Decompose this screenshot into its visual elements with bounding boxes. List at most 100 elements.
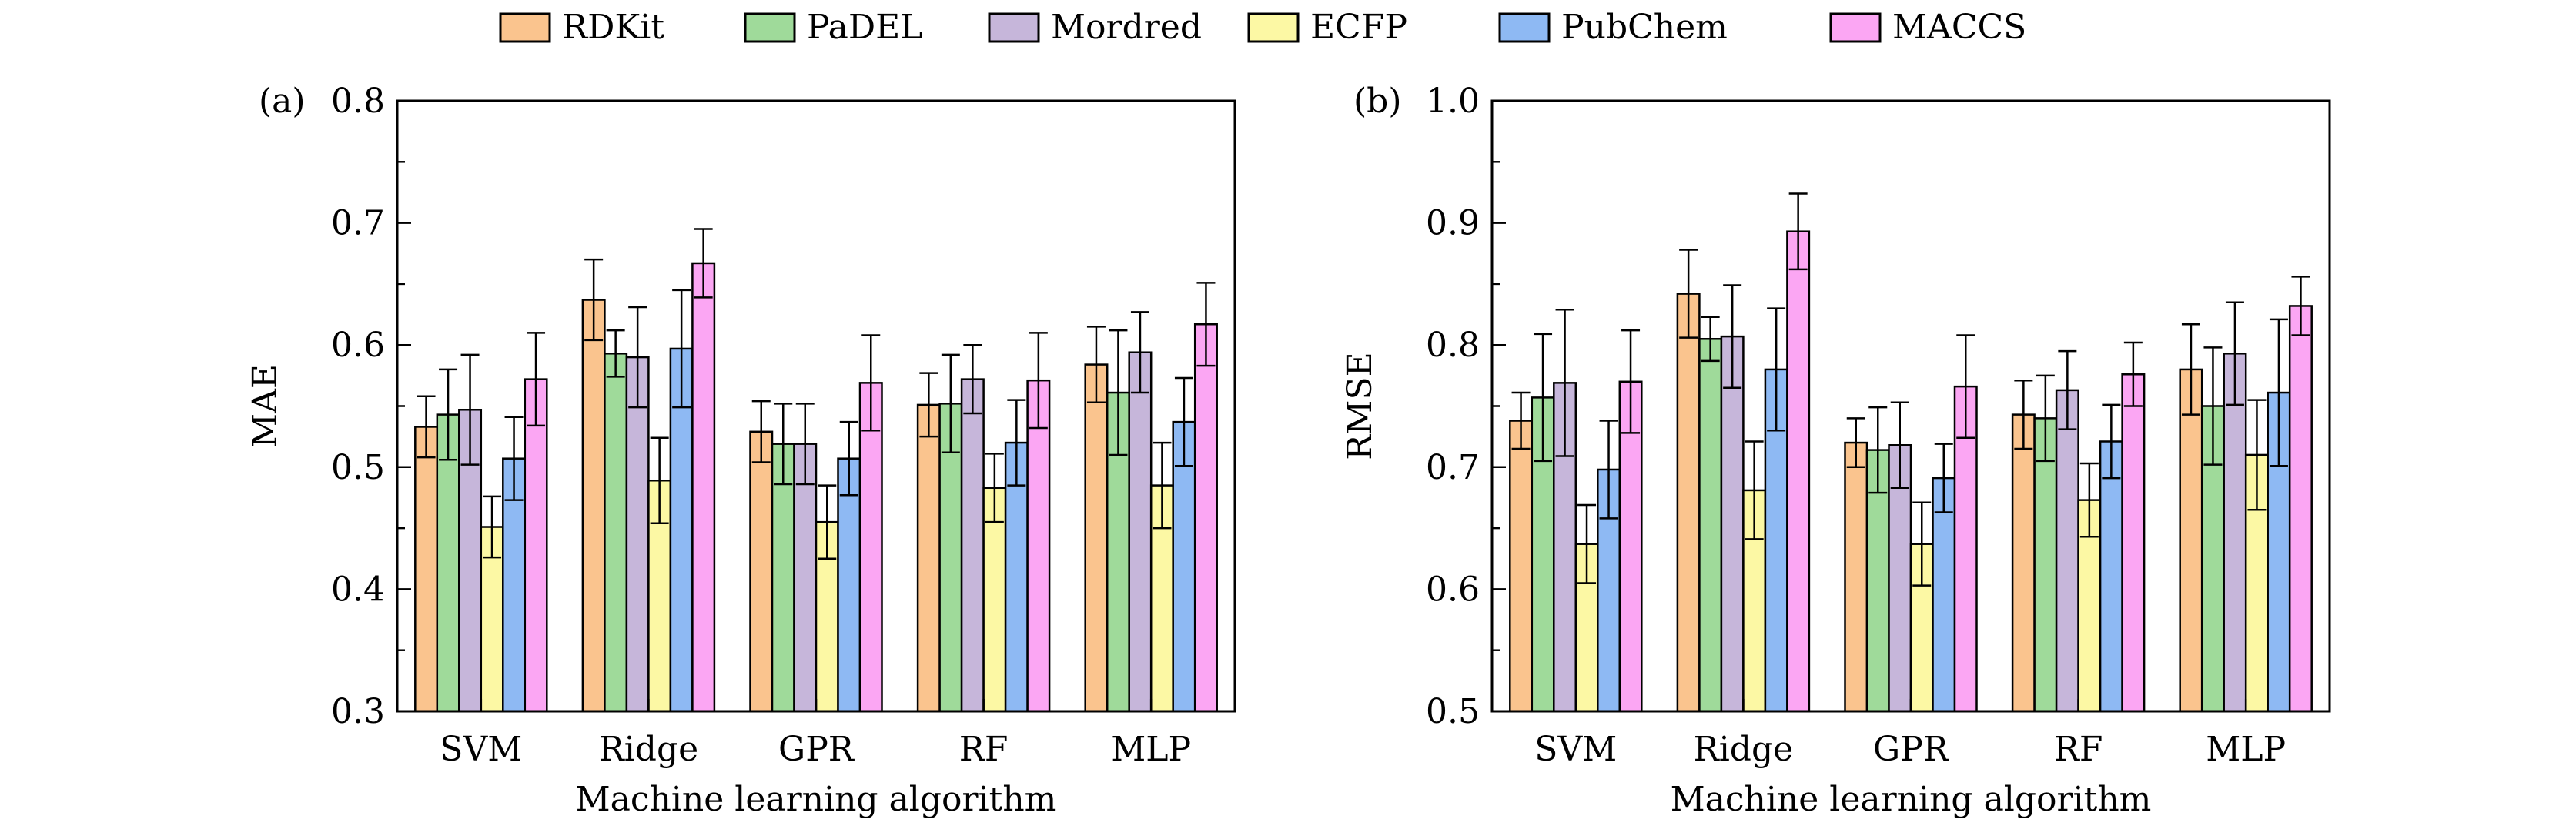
error-bar-ridge-maccs <box>694 228 713 299</box>
bar-ridge-rdkit <box>581 299 606 713</box>
error-bar-gpr-padel <box>774 403 793 486</box>
legend-swatch-ecfp <box>1247 12 1300 43</box>
x-axis-title: Machine learning algorithm <box>1671 780 2152 819</box>
x-axis-title: Machine learning algorithm <box>576 780 1057 819</box>
error-bar-svm-padel <box>439 368 458 461</box>
error-bar-mlp-ecfp <box>2247 399 2267 511</box>
y-tick-label-1-0: 1.0 <box>1426 82 1480 121</box>
error-bar-mlp-rdkit <box>2181 323 2200 416</box>
error-bar-gpr-mordred <box>1890 401 1909 490</box>
error-bar-ridge-mordred <box>1723 284 1742 389</box>
panel-b: SVM Ridge GPR RF MLP 0.5 0.6 0.7 0.8 0.9 1.0 (b) Mac… <box>1340 82 2331 819</box>
error-bar-rf-padel <box>2036 374 2055 463</box>
y-tick-label-0-5: 0.5 <box>1426 692 1480 731</box>
x-tick-label-gpr: GPR <box>778 730 855 769</box>
error-bar-gpr-ecfp <box>1912 501 1932 587</box>
panel-label: (b) <box>1353 82 1402 121</box>
bar-mlp-rdkit <box>2179 368 2203 713</box>
legend-swatch-rdkit <box>499 12 551 43</box>
error-bar-rf-padel <box>941 353 960 454</box>
error-bar-rf-maccs <box>1029 332 1048 430</box>
bar-ridge-maccs <box>1786 230 1811 713</box>
bar-mlp-mordred <box>1128 351 1153 713</box>
error-bar-svm-maccs <box>1621 329 1641 434</box>
y-tick-label-0-4: 0.4 <box>331 570 385 609</box>
bar-ridge-maccs <box>691 262 716 713</box>
x-tick-label-rf: RF <box>2054 730 2103 769</box>
bar-svm-rdkit <box>414 426 439 713</box>
error-bar-mlp-pubchem <box>1174 376 1193 467</box>
plot-frame <box>1490 99 2331 713</box>
legend-label-pubchem: PubChem <box>1561 8 1728 47</box>
y-tick-label-0-9: 0.9 <box>1426 204 1480 243</box>
error-bar-svm-padel <box>1534 333 1553 463</box>
bar-ridge-mordred <box>1720 335 1745 713</box>
legend-label-mordred: Mordred <box>1051 8 1202 47</box>
bar-rf-maccs <box>2121 373 2146 713</box>
legend-swatch-padel <box>744 12 796 43</box>
bar-rf-padel <box>2033 417 2058 713</box>
bar-gpr-mordred <box>1888 444 1912 713</box>
error-bar-gpr-maccs <box>861 334 881 432</box>
bar-svm-maccs <box>1618 380 1643 713</box>
bar-gpr-rdkit <box>749 430 774 713</box>
error-bar-ridge-rdkit <box>584 258 604 342</box>
bar-rf-mordred <box>2055 389 2079 713</box>
error-bar-svm-rdkit <box>417 395 436 459</box>
error-bar-mlp-ecfp <box>1153 441 1172 530</box>
y-tick-label-0-3: 0.3 <box>331 692 385 731</box>
bar-svm-padel <box>436 413 460 713</box>
error-bar-rf-pubchem <box>1007 399 1026 487</box>
error-bar-mlp-padel <box>2203 346 2223 466</box>
error-bar-mlp-maccs <box>1196 282 1216 367</box>
bar-gpr-pubchem <box>837 457 861 713</box>
error-bar-gpr-rdkit <box>751 400 771 463</box>
error-bar-ridge-ecfp <box>650 436 669 525</box>
legend-swatch-pubchem <box>1498 12 1551 43</box>
bar-ridge-padel <box>604 353 628 713</box>
bar-svm-rdkit <box>1509 420 1534 713</box>
bar-gpr-rdkit <box>1844 441 1868 713</box>
y-tick-label-0-8: 0.8 <box>331 82 385 121</box>
legend-swatch-mordred <box>988 12 1040 43</box>
error-bar-gpr-ecfp <box>818 484 837 560</box>
error-bar-svm-ecfp <box>483 495 502 559</box>
error-bar-mlp-pubchem <box>2269 318 2288 467</box>
error-bar-mlp-maccs <box>2291 276 2310 336</box>
y-tick-label-0-7: 0.7 <box>331 204 385 243</box>
error-bar-ridge-pubchem <box>1767 307 1786 432</box>
bar-rf-rdkit <box>2011 413 2036 713</box>
y-tick-label-0-7: 0.7 <box>1426 448 1480 487</box>
legend-swatch-maccs <box>1829 12 1882 43</box>
error-bar-rf-mordred <box>2058 349 2077 430</box>
bar-rf-rdkit <box>916 403 941 713</box>
error-bar-svm-pubchem <box>504 416 524 501</box>
error-bar-ridge-rdkit <box>1679 249 1698 339</box>
x-tick-label-mlp: MLP <box>2206 730 2286 769</box>
error-bar-svm-pubchem <box>1599 420 1618 520</box>
x-tick-label-rf: RF <box>959 730 1009 769</box>
error-bar-svm-maccs <box>527 332 546 427</box>
bar-mlp-maccs <box>2288 305 2313 713</box>
error-bar-gpr-rdkit <box>1846 417 1865 469</box>
y-tick-label-0-5: 0.5 <box>331 448 385 487</box>
y-tick-label-0-6: 0.6 <box>331 326 385 365</box>
error-bar-mlp-mordred <box>1130 311 1149 394</box>
y-axis-title: RMSE <box>1340 352 1380 460</box>
y-axis-title: MAE <box>246 364 285 448</box>
error-bar-svm-rdkit <box>1511 391 1531 450</box>
x-tick-label-gpr: GPR <box>1873 730 1950 769</box>
legend-label-padel: PaDEL <box>807 8 922 47</box>
error-bar-ridge-ecfp <box>1745 440 1764 540</box>
panel-a: SVM Ridge GPR RF MLP 0.3 0.4 0.5 0.6 0.7 0.8 (a) Mac… <box>246 82 1236 819</box>
bar-svm-maccs <box>524 378 548 713</box>
error-bar-rf-ecfp <box>985 453 1004 523</box>
error-bar-ridge-padel <box>606 329 625 378</box>
x-tick-label-mlp: MLP <box>1111 730 1191 769</box>
x-tick-label-ridge: Ridge <box>599 730 699 769</box>
error-bar-gpr-maccs <box>1956 334 1975 439</box>
bar-mlp-rdkit <box>1084 363 1109 713</box>
error-bar-svm-ecfp <box>1577 503 1597 584</box>
error-bar-rf-ecfp <box>2079 462 2099 538</box>
